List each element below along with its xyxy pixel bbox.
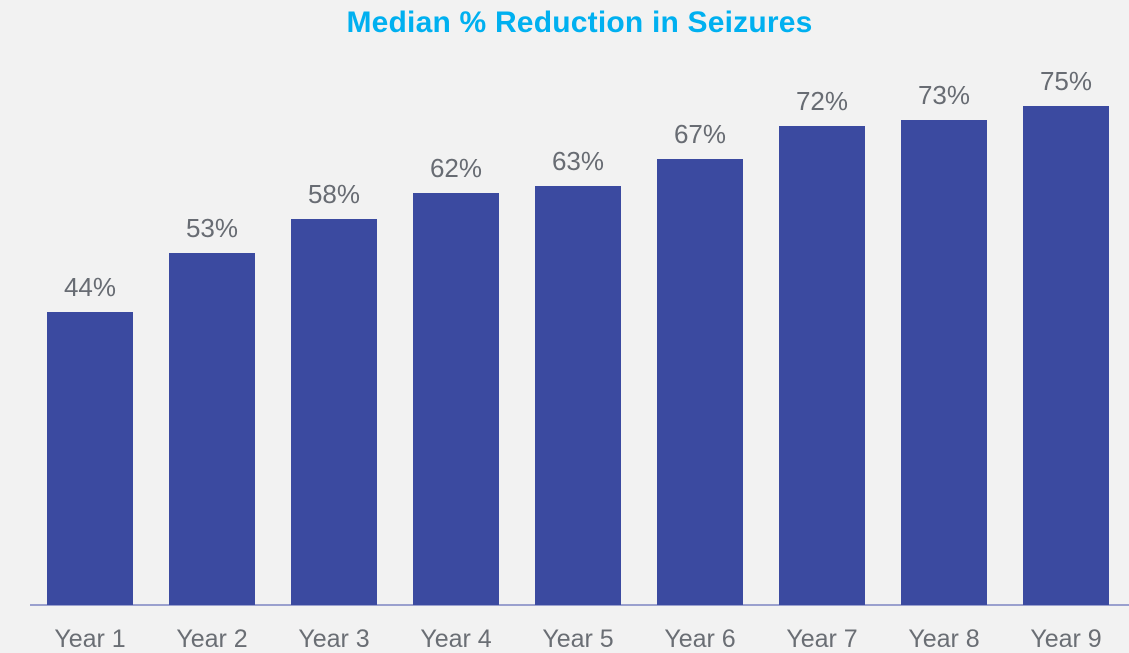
x-axis-line: [30, 604, 1129, 606]
x-tick-label-year-1: Year 1: [54, 625, 126, 653]
chart-title: Median % Reduction in Seizures: [346, 6, 813, 39]
x-tick-label-year-6: Year 6: [664, 625, 736, 653]
data-label-year-1: 44%: [63, 272, 117, 302]
data-label-year-3: 58%: [307, 179, 361, 209]
data-label-year-4: 62%: [429, 153, 483, 183]
x-tick-label-year-9: Year 9: [1030, 625, 1102, 653]
x-tick-label-year-4: Year 4: [420, 625, 492, 653]
bar-year-5: [535, 186, 621, 605]
data-label-year-6: 67%: [673, 119, 727, 149]
bar-year-1: [47, 312, 133, 605]
bar-year-2: [169, 253, 255, 605]
bar-year-4: [413, 193, 499, 605]
x-tick-label-year-8: Year 8: [908, 625, 980, 653]
data-label-year-9: 75%: [1039, 66, 1093, 96]
bar-year-3: [291, 219, 377, 605]
data-label-year-7: 72%: [795, 86, 849, 116]
data-label-year-2: 53%: [185, 213, 239, 243]
bar-year-8: [901, 120, 987, 605]
x-tick-label-year-3: Year 3: [298, 625, 370, 653]
bar-year-6: [657, 159, 743, 605]
bar-year-9: [1023, 106, 1109, 605]
x-tick-label-year-7: Year 7: [786, 625, 858, 653]
data-label-year-5: 63%: [551, 146, 605, 176]
x-tick-label-year-2: Year 2: [176, 625, 248, 653]
bar-year-7: [779, 126, 865, 605]
x-tick-label-year-5: Year 5: [542, 625, 614, 653]
data-label-year-8: 73%: [917, 80, 971, 110]
